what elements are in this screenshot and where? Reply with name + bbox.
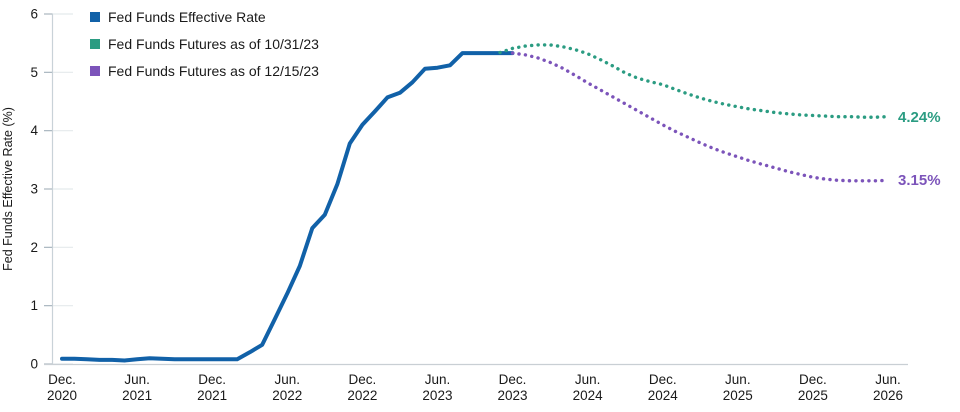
y-axis-title: Fed Funds Effective Rate (%) bbox=[1, 107, 15, 271]
x-tick-label-month: Jun. bbox=[575, 372, 601, 387]
legend-swatch-icon bbox=[90, 66, 100, 76]
y-tick-label: 4 bbox=[30, 123, 38, 138]
x-tick-label-month: Dec. bbox=[649, 372, 677, 387]
legend-label: Fed Funds Futures as of 12/15/23 bbox=[108, 63, 319, 79]
x-tick-label-year: 2024 bbox=[573, 388, 604, 403]
x-tick-label-year: 2026 bbox=[873, 388, 903, 403]
legend-swatch-icon bbox=[90, 39, 100, 49]
series-line-2 bbox=[510, 51, 890, 183]
x-tick-label-month: Jun. bbox=[725, 372, 751, 387]
legend-label: Fed Funds Futures as of 10/31/23 bbox=[108, 36, 319, 52]
y-tick-label: 2 bbox=[30, 240, 38, 255]
x-tick-label-month: Jun. bbox=[875, 372, 901, 387]
x-tick-label-month: Dec. bbox=[499, 372, 527, 387]
y-tick-label: 6 bbox=[30, 7, 38, 22]
x-tick-label-month: Dec. bbox=[48, 372, 76, 387]
x-tick-label-month: Jun. bbox=[275, 372, 301, 387]
series-end-label-futures-oct: 4.24% bbox=[898, 108, 941, 126]
legend-item-effective-rate: Fed Funds Effective Rate bbox=[90, 10, 319, 24]
legend: Fed Funds Effective Rate Fed Funds Futur… bbox=[90, 10, 319, 91]
x-tick-label-year: 2023 bbox=[498, 388, 528, 403]
x-tick-label-month: Dec. bbox=[799, 372, 827, 387]
x-tick-label-year: 2022 bbox=[347, 388, 377, 403]
x-tick-label-year: 2022 bbox=[272, 388, 302, 403]
x-tick-label-year: 2024 bbox=[648, 388, 679, 403]
x-tick-label-month: Jun. bbox=[425, 372, 451, 387]
x-tick-label-year: 2023 bbox=[422, 388, 452, 403]
x-tick-label-month: Jun. bbox=[124, 372, 150, 387]
x-tick-label-year: 2025 bbox=[723, 388, 753, 403]
x-tick-label-month: Dec. bbox=[198, 372, 226, 387]
y-tick-label: 3 bbox=[30, 182, 38, 197]
x-tick-label-year: 2021 bbox=[122, 388, 152, 403]
legend-label: Fed Funds Effective Rate bbox=[108, 9, 266, 25]
x-tick-label-year: 2025 bbox=[798, 388, 828, 403]
x-tick-label-year: 2021 bbox=[197, 388, 227, 403]
y-tick-label: 1 bbox=[30, 298, 38, 313]
series-line-1 bbox=[498, 43, 890, 119]
legend-item-futures-oct: Fed Funds Futures as of 10/31/23 bbox=[90, 37, 319, 51]
y-tick-label: 5 bbox=[30, 65, 38, 80]
series-line-0 bbox=[60, 51, 515, 363]
x-tick-label-month: Dec. bbox=[348, 372, 376, 387]
legend-item-futures-dec: Fed Funds Futures as of 12/15/23 bbox=[90, 64, 319, 78]
y-tick-label: 0 bbox=[30, 357, 38, 372]
x-tick-label-year: 2020 bbox=[47, 388, 77, 403]
legend-swatch-icon bbox=[90, 12, 100, 22]
series-end-label-futures-dec: 3.15% bbox=[898, 172, 941, 190]
